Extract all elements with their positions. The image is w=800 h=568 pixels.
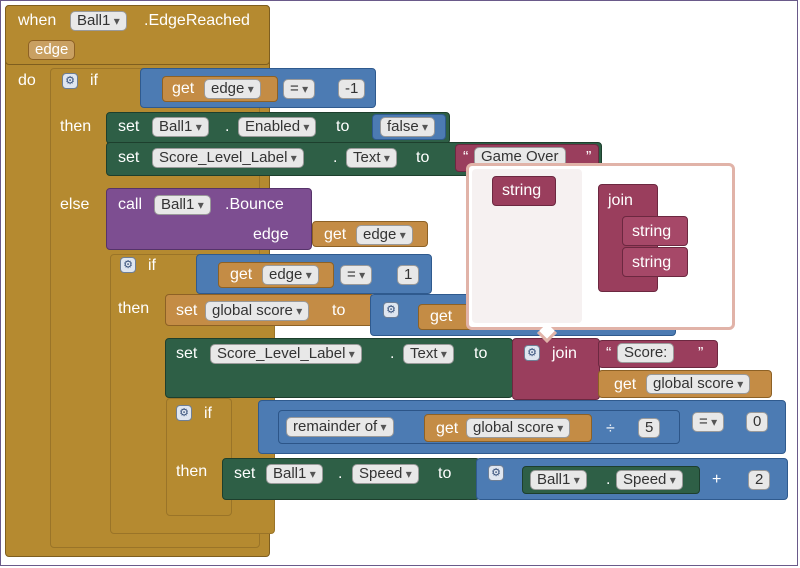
method-label: .Bounce xyxy=(225,196,284,213)
gear-icon[interactable]: ⚙ xyxy=(488,465,504,481)
string-label: string xyxy=(502,182,542,199)
mutator-string-item-2[interactable] xyxy=(622,247,688,277)
then-label: then xyxy=(176,463,208,480)
else-label: else xyxy=(60,196,90,213)
plus-label: + xyxy=(712,471,722,488)
component-dropdown-score-label[interactable]: Score_Level_Label xyxy=(210,344,362,364)
set-label: set xyxy=(118,118,140,135)
number-value[interactable]: 1 xyxy=(397,265,420,285)
to-label: to xyxy=(336,118,350,135)
text-value-score[interactable]: Score: xyxy=(617,343,675,363)
set-label: set xyxy=(176,302,198,319)
get-label: get xyxy=(430,308,453,325)
to-label: to xyxy=(332,302,346,319)
dot-label: . xyxy=(338,465,343,482)
then-label: then xyxy=(60,118,92,135)
gear-icon[interactable]: ⚙ xyxy=(383,302,399,318)
quote-close: ” xyxy=(698,345,704,362)
if-label: if xyxy=(90,72,98,89)
to-label: to xyxy=(474,345,488,362)
string-label: string xyxy=(632,223,672,240)
set-label: set xyxy=(118,149,140,166)
quote-open: “ xyxy=(463,149,469,166)
var-dropdown-edge[interactable]: edge xyxy=(262,265,319,285)
divide-label: ÷ xyxy=(606,420,615,437)
component-dropdown-ball1[interactable]: Ball1 xyxy=(154,195,211,215)
property-dropdown-text[interactable]: Text xyxy=(346,148,397,168)
boolean-dropdown-false[interactable]: false xyxy=(380,117,436,137)
number-value[interactable]: 2 xyxy=(748,470,771,490)
mutator-string-item-1[interactable] xyxy=(622,216,688,246)
compare-op-dropdown[interactable]: = xyxy=(340,265,373,285)
component-dropdown-ball1[interactable]: Ball1 xyxy=(70,11,127,31)
component-dropdown-ball1[interactable]: Ball1 xyxy=(152,117,209,137)
var-dropdown-global-score[interactable]: global score xyxy=(466,418,571,438)
quote-open: “ xyxy=(606,345,612,362)
property-dropdown-speed[interactable]: Speed xyxy=(616,470,683,490)
string-label: string xyxy=(632,254,672,271)
property-dropdown-text[interactable]: Text xyxy=(403,344,454,364)
gear-icon[interactable]: ⚙ xyxy=(62,73,78,89)
component-dropdown-ball1[interactable]: Ball1 xyxy=(530,470,587,490)
dot-label: . xyxy=(390,345,395,362)
compare-op-dropdown[interactable]: = xyxy=(692,412,725,432)
number-value[interactable]: -1 xyxy=(338,79,366,99)
get-label: get xyxy=(230,266,253,283)
dot-label: . xyxy=(333,149,338,166)
do-label: do xyxy=(18,72,36,89)
set-label-text-block-2[interactable] xyxy=(165,338,513,398)
event-name-label: .EdgeReached xyxy=(144,12,250,29)
join-label: join xyxy=(608,192,633,209)
gear-icon[interactable]: ⚙ xyxy=(524,345,540,361)
get-label: get xyxy=(172,80,195,97)
component-dropdown-ball1[interactable]: Ball1 xyxy=(266,464,323,484)
set-label: set xyxy=(176,345,198,362)
gear-icon[interactable]: ⚙ xyxy=(120,257,136,273)
set-ball-speed-block[interactable] xyxy=(222,458,480,500)
number-value[interactable]: 0 xyxy=(746,412,769,432)
mutator-string-item-palette[interactable] xyxy=(492,176,556,206)
get-label: get xyxy=(324,226,347,243)
var-dropdown-edge[interactable]: edge xyxy=(204,79,261,99)
compare-op-dropdown[interactable]: = xyxy=(283,79,316,99)
get-label: get xyxy=(436,420,459,437)
to-label: to xyxy=(438,465,452,482)
var-dropdown-global-score[interactable]: global score xyxy=(205,301,310,321)
component-dropdown-score-label[interactable]: Score_Level_Label xyxy=(152,148,304,168)
when-label: when xyxy=(18,12,57,29)
call-label: call xyxy=(118,196,143,213)
set-label: set xyxy=(234,465,256,482)
math-func-dropdown-remainder[interactable]: remainder of xyxy=(286,417,394,437)
dot-label: . xyxy=(606,471,611,488)
var-dropdown-global-score[interactable]: global score xyxy=(646,374,751,394)
var-dropdown-edge[interactable]: edge xyxy=(356,225,413,245)
if-label: if xyxy=(204,405,212,422)
param-edge-label: edge xyxy=(253,226,289,243)
to-label: to xyxy=(416,149,430,166)
number-value[interactable]: 5 xyxy=(638,418,661,438)
dot-label: . xyxy=(225,118,230,135)
get-label: get xyxy=(614,376,637,393)
quote-close: ” xyxy=(586,149,592,166)
if-label: if xyxy=(148,257,156,274)
gear-icon[interactable]: ⚙ xyxy=(176,405,192,421)
join-label: join xyxy=(552,345,577,362)
property-dropdown-speed[interactable]: Speed xyxy=(352,464,419,484)
then-label: then xyxy=(118,300,150,317)
property-dropdown-enabled[interactable]: Enabled xyxy=(238,117,317,137)
param-edge[interactable]: edge xyxy=(28,40,76,60)
